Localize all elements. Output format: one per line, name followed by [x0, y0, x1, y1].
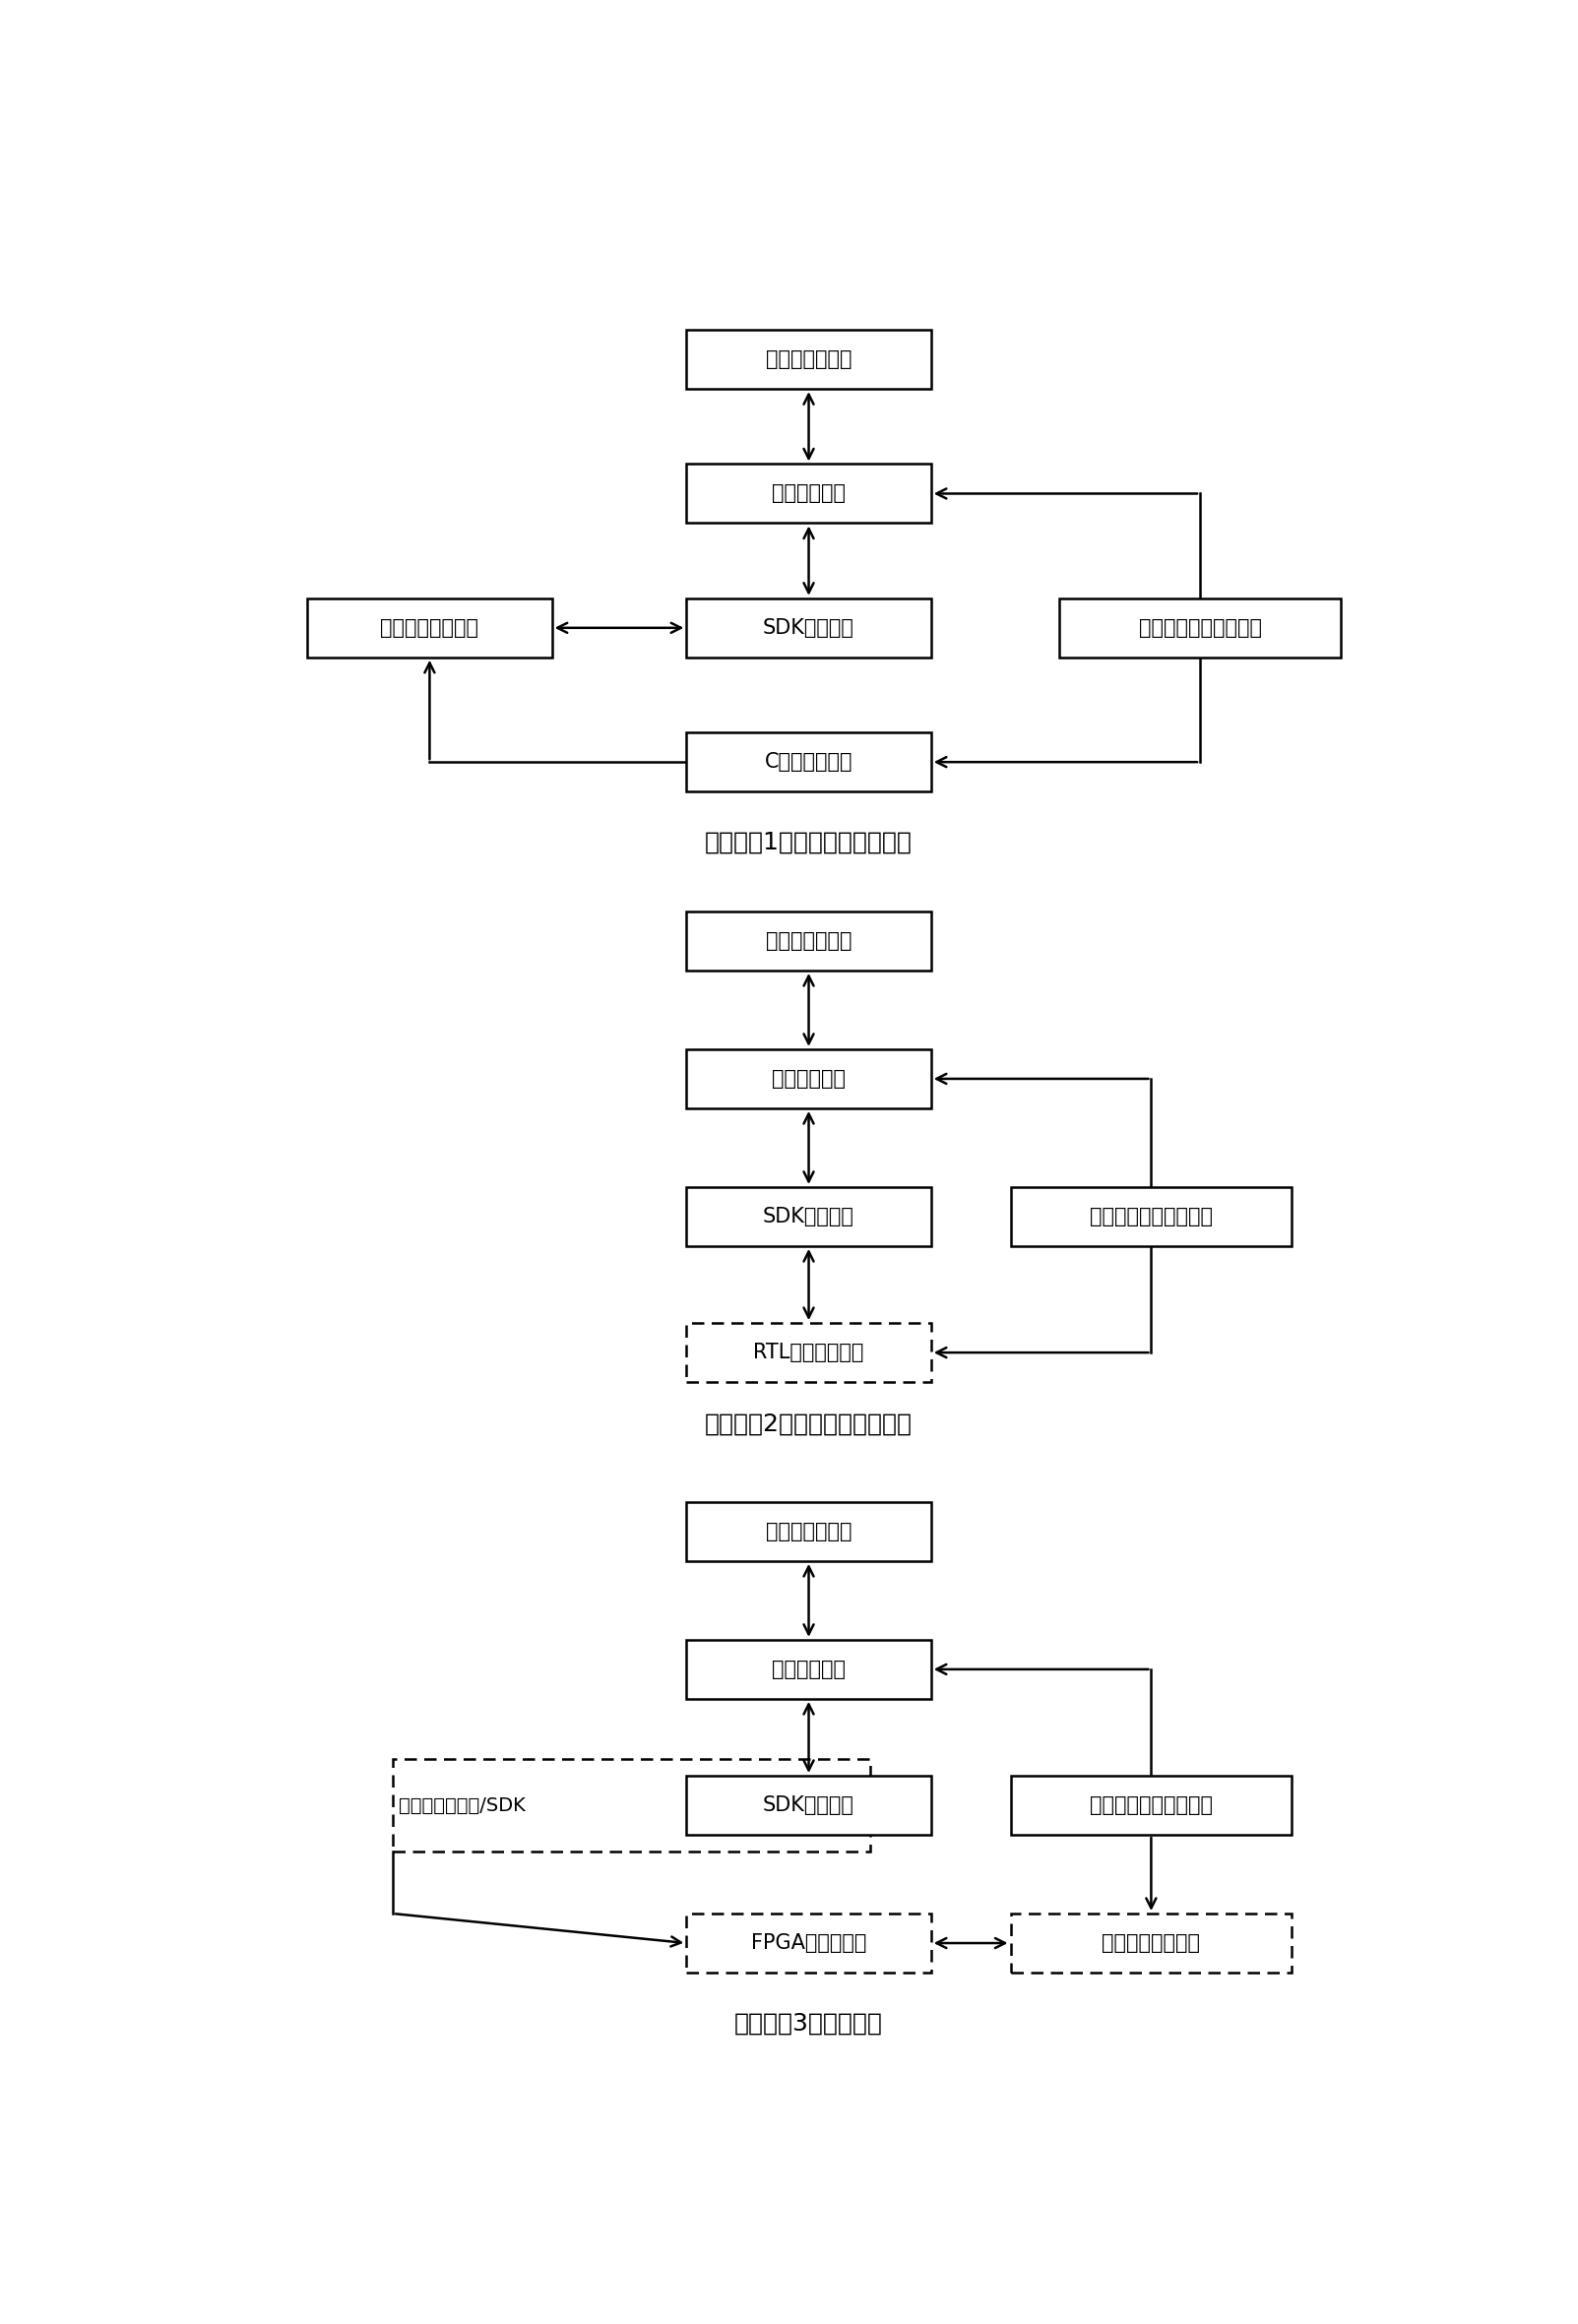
- Text: 命令行接口模块: 命令行接口模块: [765, 932, 852, 951]
- Text: 核心控制模块: 核心控制模块: [772, 483, 846, 504]
- Text: 应用场景3：原型验证: 应用场景3：原型验证: [734, 2013, 884, 2036]
- Text: 真实网络测试仪表: 真实网络测试仪表: [1101, 1934, 1201, 1952]
- Text: RTL仿真测试平台: RTL仿真测试平台: [753, 1343, 865, 1362]
- Text: 核心控制模块: 核心控制模块: [772, 1659, 846, 1680]
- Text: FPGA原型验证板: FPGA原型验证板: [751, 1934, 866, 1952]
- Text: C模型封装模块: C模型封装模块: [765, 753, 852, 772]
- Text: SDK代理模块: SDK代理模块: [764, 1796, 854, 1815]
- Bar: [686, 1322, 931, 1383]
- Bar: [308, 597, 552, 658]
- Text: 虚拟芯片配置模块: 虚拟芯片配置模块: [380, 618, 478, 637]
- Bar: [686, 732, 931, 792]
- Bar: [686, 465, 931, 523]
- Bar: [686, 1501, 931, 1562]
- Text: 网络测试仪表虚拟模块: 网络测试仪表虚拟模块: [1139, 618, 1261, 637]
- Text: 嵌入式系统软件/SDK: 嵌入式系统软件/SDK: [399, 1796, 525, 1815]
- Bar: [393, 1759, 869, 1852]
- Text: 核心控制模块: 核心控制模块: [772, 1069, 846, 1088]
- Bar: [686, 1641, 931, 1699]
- Text: 应用场景1：系统功能模型验证: 应用场景1：系统功能模型验证: [705, 830, 912, 855]
- Text: 网络测试仪表虚拟模块: 网络测试仪表虚拟模块: [1090, 1206, 1212, 1227]
- Text: 命令行接口模块: 命令行接口模块: [765, 349, 852, 370]
- Bar: [1010, 1913, 1292, 1973]
- Text: 命令行接口模块: 命令行接口模块: [765, 1522, 852, 1541]
- Bar: [686, 911, 931, 971]
- Text: 应用场景2：软硬协同仿真验证: 应用场景2：软硬协同仿真验证: [705, 1413, 912, 1436]
- Bar: [1010, 1188, 1292, 1246]
- Bar: [686, 1188, 931, 1246]
- Bar: [686, 1048, 931, 1109]
- Text: 网络测试仪表虚拟模块: 网络测试仪表虚拟模块: [1090, 1796, 1212, 1815]
- Bar: [1010, 1776, 1292, 1836]
- Text: SDK代理模块: SDK代理模块: [764, 1206, 854, 1227]
- Bar: [1059, 597, 1341, 658]
- Bar: [686, 1776, 931, 1836]
- Bar: [686, 330, 931, 388]
- Text: SDK代理模块: SDK代理模块: [764, 618, 854, 637]
- Bar: [686, 1913, 931, 1973]
- Bar: [686, 597, 931, 658]
